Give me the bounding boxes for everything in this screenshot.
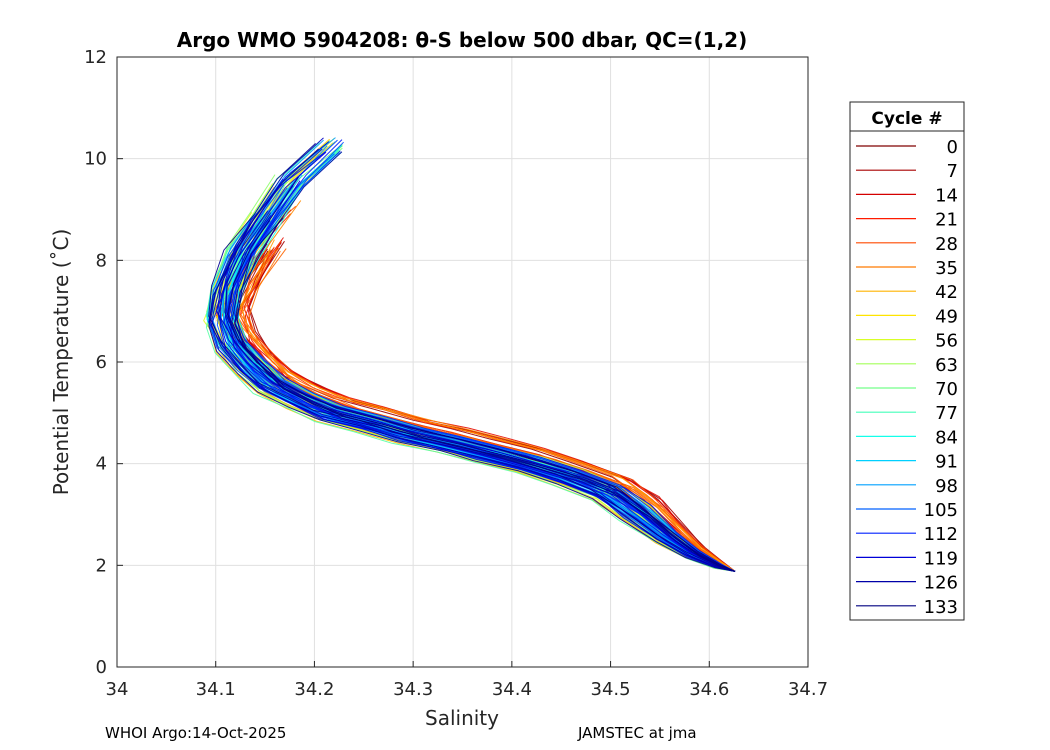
x-tick-label: 34.7 [788, 679, 828, 700]
x-tick-label: 34.2 [294, 679, 334, 700]
legend-label: 77 [935, 403, 958, 424]
cycle-profile-line [235, 181, 736, 572]
cycle-profile-line [212, 149, 736, 572]
cycle-profile-line [209, 148, 736, 572]
footer-right: JAMSTEC at jma [578, 724, 697, 742]
footer-left: WHOI Argo:14-Oct-2025 [105, 724, 287, 742]
legend-label: 63 [935, 355, 958, 376]
cycle-profile-line [205, 225, 736, 572]
y-tick-label: 10 [84, 149, 107, 170]
legend-label: 21 [935, 210, 958, 231]
cycle-profile-line [210, 151, 736, 572]
legend-label: 105 [924, 500, 958, 521]
cycle-profile-line [241, 240, 736, 572]
y-axis: 0 2 4 6 8 10 12 [84, 47, 123, 678]
cycle-profile-line [240, 239, 736, 572]
legend-label: 28 [935, 234, 958, 255]
legend-title: Cycle # [871, 109, 942, 129]
legend-label: 14 [935, 185, 958, 206]
legend-label: 42 [935, 282, 958, 303]
y-tick-label: 8 [96, 250, 107, 271]
cycle-profile-line [227, 150, 736, 572]
legend-label: 0 [947, 137, 958, 158]
x-tick-label: 34 [106, 679, 129, 700]
y-tick-label: 12 [84, 47, 107, 68]
legend-label: 7 [947, 161, 958, 182]
legend-label: 119 [924, 548, 958, 569]
cycle-profile-line [212, 147, 736, 572]
y-axis-label: Potential Temperature (˚C) [49, 229, 73, 496]
cycle-profile-line [208, 224, 736, 572]
cycle-profile-line [232, 174, 736, 572]
legend: Cycle # 0 7 14 21 28 35 42 49 56 63 70 77 84 91 98 105 1… [849, 101, 965, 621]
cycle-profile-line [206, 258, 736, 572]
legend-label: 112 [924, 524, 958, 545]
cycle-profile-line [225, 215, 736, 572]
cycle-profile-line [226, 176, 736, 572]
legend-label: 84 [935, 427, 958, 448]
cycle-profile-line [208, 217, 736, 572]
y-tick-label: 4 [96, 454, 107, 475]
cycle-profile-line [233, 139, 736, 572]
legend-label: 126 [924, 573, 958, 594]
x-axis: 34 34.1 34.2 34.3 34.4 34.5 34.6 34.7 [106, 661, 828, 700]
legend-label: 49 [935, 306, 958, 327]
legend-label: 35 [935, 258, 958, 279]
x-tick-label: 34.1 [196, 679, 236, 700]
x-tick-label: 34.6 [689, 679, 729, 700]
y-tick-label: 0 [96, 657, 107, 678]
grid [116, 56, 809, 668]
chart-title: Argo WMO 5904208: θ-S below 500 dbar, QC… [177, 28, 747, 52]
cycle-profile-line [219, 151, 736, 572]
legend-label: 91 [935, 452, 958, 473]
x-axis-label: Salinity [425, 706, 499, 730]
legend-label: 133 [924, 597, 958, 618]
profiles [203, 137, 736, 572]
legend-label: 98 [935, 476, 958, 497]
x-tick-label: 34.5 [591, 679, 631, 700]
x-tick-label: 34.4 [492, 679, 532, 700]
legend-label: 70 [935, 379, 958, 400]
cycle-profile-line [230, 177, 736, 572]
x-tick-label: 34.3 [393, 679, 433, 700]
cycle-profile-line [227, 150, 736, 572]
y-tick-label: 2 [96, 555, 107, 576]
legend-label: 56 [935, 331, 958, 352]
y-tick-label: 6 [96, 352, 107, 373]
cycle-profile-line [234, 220, 736, 572]
